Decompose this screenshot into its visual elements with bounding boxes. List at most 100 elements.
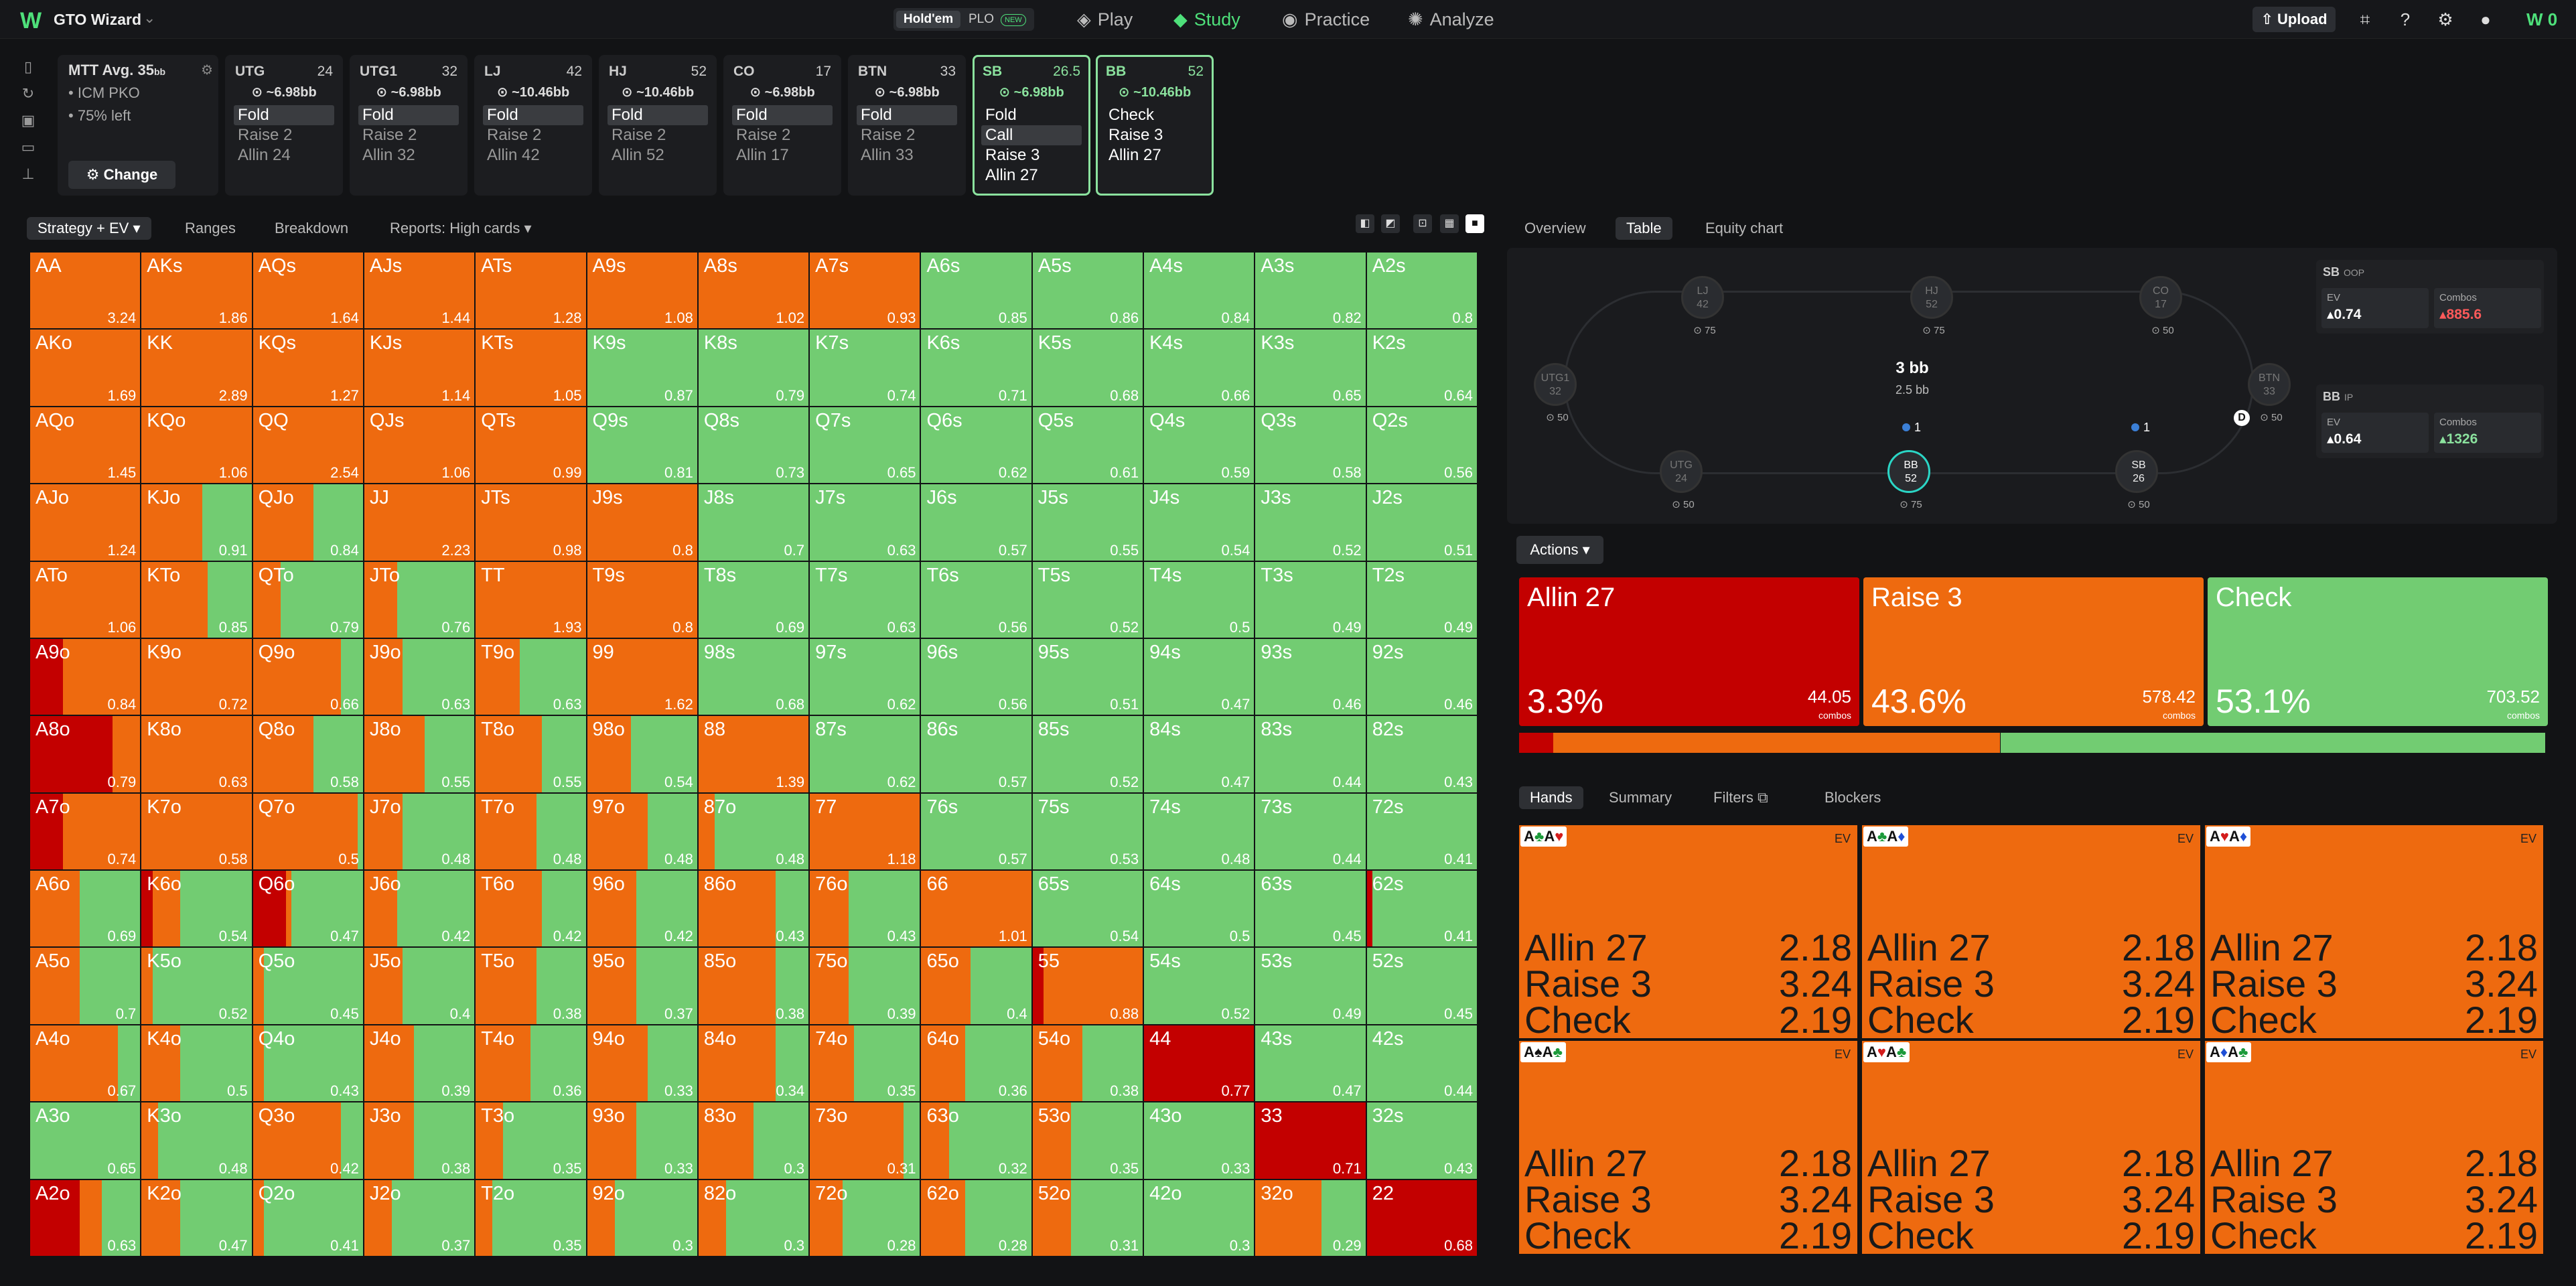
hand-cell-A9o[interactable]: A9o 0.84	[30, 638, 141, 715]
hand-cell-92s[interactable]: 92s 0.46	[1366, 638, 1477, 715]
hand-cell-J2s[interactable]: J2s 0.51	[1366, 484, 1477, 561]
hand-cell-95s[interactable]: 95s 0.51	[1032, 638, 1143, 715]
hand-cell-A7s[interactable]: A7s 0.93	[810, 253, 920, 329]
app-name[interactable]: GTO Wizard	[54, 11, 141, 28]
hand-cell-72o[interactable]: 72o 0.28	[810, 1180, 920, 1256]
hand-cell-85o[interactable]: 85o 0.38	[698, 948, 809, 1024]
hand-cell-97s[interactable]: 97s 0.62	[810, 638, 920, 715]
hand-cell-93o[interactable]: 93o 0.33	[587, 1102, 697, 1179]
hand-cell-J5o[interactable]: J5o 0.4	[364, 948, 475, 1024]
hand-cell-T2s[interactable]: T2s 0.49	[1366, 561, 1477, 638]
hand-cell-T3o[interactable]: T3o 0.35	[476, 1102, 586, 1179]
tab-equity-chart[interactable]: Equity chart	[1705, 220, 1784, 236]
hand-cell-KTo[interactable]: KTo 0.85	[141, 561, 252, 638]
hand-cell-77[interactable]: 77 1.18	[810, 793, 920, 870]
hand-cell-Q6o[interactable]: Q6o 0.47	[253, 871, 363, 947]
nav-analyze[interactable]: ✺ Analyze	[1408, 9, 1494, 29]
hand-cell-QJs[interactable]: QJs 1.06	[364, 407, 475, 484]
seat-action[interactable]: Raise 2	[362, 126, 417, 144]
hand-cell-99[interactable]: 99 1.62	[587, 638, 697, 715]
hand-cell-J6o[interactable]: J6o 0.42	[364, 871, 475, 947]
hand-cell-J7o[interactable]: J7o 0.48	[364, 793, 475, 870]
hand-cell-73s[interactable]: 73s 0.44	[1255, 793, 1366, 870]
hand-cell-82s[interactable]: 82s 0.43	[1366, 716, 1477, 792]
hand-cell-74o[interactable]: 74o 0.35	[810, 1025, 920, 1102]
hand-cell-QJo[interactable]: QJo 0.84	[253, 484, 363, 561]
hand-cell-84o[interactable]: 84o 0.34	[698, 1025, 809, 1102]
hand-cell-42s[interactable]: 42s 0.44	[1366, 1025, 1477, 1102]
hand-cell-ATs[interactable]: ATs 1.28	[476, 253, 586, 329]
hand-cell-KTs[interactable]: KTs 1.05	[476, 330, 586, 406]
hand-cell-AJs[interactable]: AJs 1.44	[364, 253, 475, 329]
seat-action[interactable]: Raise 2	[861, 126, 916, 144]
hand-cell-J3o[interactable]: J3o 0.38	[364, 1102, 475, 1179]
view-compact-icon[interactable]: ⊡	[1413, 214, 1432, 233]
hand-cell-54s[interactable]: 54s 0.52	[1144, 948, 1255, 1024]
hand-cell-A9s[interactable]: A9s 1.08	[587, 253, 697, 329]
hand-cell-76s[interactable]: 76s 0.57	[921, 793, 1031, 870]
player-btn[interactable]: BTN 33	[2248, 363, 2291, 406]
hand-cell-A8s[interactable]: A8s 1.02	[698, 253, 809, 329]
hand-cell-82o[interactable]: 82o 0.3	[698, 1180, 809, 1256]
hand-cell-T4o[interactable]: T4o 0.36	[476, 1025, 586, 1102]
hand-cell-Q8o[interactable]: Q8o 0.58	[253, 716, 363, 792]
hand-cell-JJ[interactable]: JJ 2.23	[364, 484, 475, 561]
hand-cell-QTs[interactable]: QTs 0.99	[476, 407, 586, 484]
hand-cell-43s[interactable]: 43s 0.47	[1255, 1025, 1366, 1102]
controller-icon[interactable]: ▭	[21, 139, 35, 155]
view-grid-icon[interactable]: ▦	[1440, 214, 1459, 233]
seat-action[interactable]: Fold	[857, 105, 957, 125]
seat-action[interactable]: Fold	[483, 105, 583, 125]
tab-hands[interactable]: Hands	[1519, 786, 1583, 809]
hand-cell-32s[interactable]: 32s 0.43	[1366, 1102, 1477, 1179]
hand-cell-KK[interactable]: KK 2.89	[141, 330, 252, 406]
hand-cell-T7o[interactable]: T7o 0.48	[476, 793, 586, 870]
hand-cell-AKs[interactable]: AKs 1.86	[141, 253, 252, 329]
hand-cell-QQ[interactable]: QQ 2.54	[253, 407, 363, 484]
hand-cell-A5s[interactable]: A5s 0.86	[1032, 253, 1143, 329]
hand-card[interactable]: A♣A♦ EV Allin 27 2.18 Raise 3 3.24 Check 2.19	[1862, 825, 2200, 1041]
seat-action[interactable]: Raise 2	[238, 126, 293, 144]
hand-cell-54o[interactable]: 54o 0.38	[1032, 1025, 1143, 1102]
hand-cell-KJo[interactable]: KJo 0.91	[141, 484, 252, 561]
hand-cell-A3s[interactable]: A3s 0.82	[1255, 253, 1366, 329]
seat-action[interactable]: Allin 17	[736, 146, 789, 164]
hand-cell-Q2s[interactable]: Q2s 0.56	[1366, 407, 1477, 484]
account-icon[interactable]: ●	[2480, 9, 2491, 29]
bookmark-icon[interactable]: ▯	[23, 58, 33, 75]
seat-lj[interactable]: LJ 42 ⊙ ~10.46bb Fold Raise 2 Allin 42	[474, 55, 592, 196]
hand-cell-K9s[interactable]: K9s 0.87	[587, 330, 697, 406]
seat-action[interactable]: Allin 32	[362, 146, 415, 164]
hand-cell-92o[interactable]: 92o 0.3	[587, 1180, 697, 1256]
hand-cell-AA[interactable]: AA 3.24	[30, 253, 141, 329]
hand-cell-K4o[interactable]: K4o 0.5	[141, 1025, 252, 1102]
hand-cell-A2s[interactable]: A2s 0.8	[1366, 253, 1477, 329]
hand-cell-K6s[interactable]: K6s 0.71	[921, 330, 1031, 406]
hand-cell-66[interactable]: 66 1.01	[921, 871, 1031, 947]
view-full-icon[interactable]: ■	[1465, 214, 1484, 233]
nav-practice[interactable]: ◉ Practice	[1282, 9, 1370, 29]
actions-dropdown[interactable]: Actions ▾	[1516, 536, 1603, 564]
hand-cell-J9s[interactable]: J9s 0.8	[587, 484, 697, 561]
tab-ranges[interactable]: Ranges	[185, 220, 236, 236]
hand-cell-Q9s[interactable]: Q9s 0.81	[587, 407, 697, 484]
hand-cell-Q9o[interactable]: Q9o 0.66	[253, 638, 363, 715]
tab-strategy-ev[interactable]: Strategy + EV ▾	[27, 217, 151, 240]
hand-cell-53o[interactable]: 53o 0.35	[1032, 1102, 1143, 1179]
hand-cell-K8o[interactable]: K8o 0.63	[141, 716, 252, 792]
seat-action[interactable]: Fold	[358, 105, 459, 125]
hand-cell-QTo[interactable]: QTo 0.79	[253, 561, 363, 638]
hand-cell-T6s[interactable]: T6s 0.56	[921, 561, 1031, 638]
seat-action[interactable]: Fold	[732, 105, 833, 125]
hand-cell-K4s[interactable]: K4s 0.66	[1144, 330, 1255, 406]
hand-cell-A7o[interactable]: A7o 0.74	[30, 793, 141, 870]
tab-filters[interactable]: Filters ⧉	[1713, 789, 1768, 806]
compare-icon[interactable]: ⊥	[21, 165, 35, 182]
hand-cell-T9s[interactable]: T9s 0.8	[587, 561, 697, 638]
hand-cell-Q7s[interactable]: Q7s 0.65	[810, 407, 920, 484]
hand-cell-A6o[interactable]: A6o 0.69	[30, 871, 141, 947]
hand-cell-AJo[interactable]: AJo 1.24	[30, 484, 141, 561]
hand-cell-87s[interactable]: 87s 0.62	[810, 716, 920, 792]
seat-utg[interactable]: UTG 24 ⊙ ~6.98bb Fold Raise 2 Allin 24	[225, 55, 343, 196]
hand-cell-98s[interactable]: 98s 0.68	[698, 638, 809, 715]
